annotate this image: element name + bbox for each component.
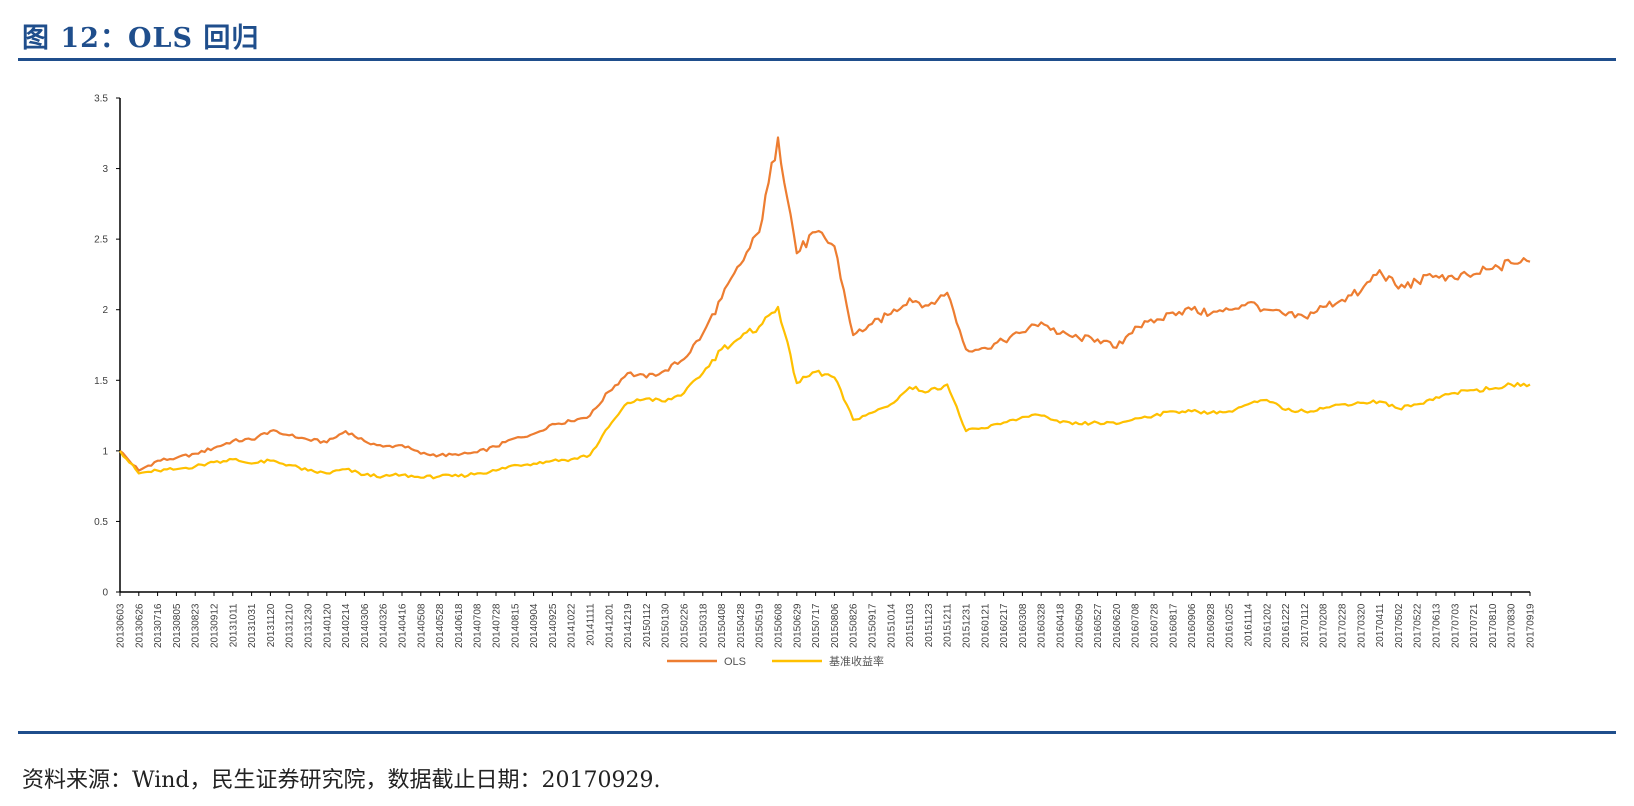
y-tick-label: 0 [102, 588, 108, 599]
series-line-benchmark [119, 305, 1531, 480]
ols-regression-chart: 0 0.5 1 1.5 2 2.5 3 3.5 20130603 20130626 2013071… [94, 94, 1537, 669]
x-tick-label: 20131120 [266, 603, 277, 647]
x-tick-label: 20160728 [1150, 603, 1161, 648]
x-tick-label: 20160121 [980, 603, 991, 648]
x-tick-label: 20160620 [1112, 603, 1123, 648]
x-tick-label: 20160308 [1018, 603, 1029, 648]
x-tick-label: 20160928 [1206, 603, 1217, 648]
x-tick-label: 20150917 [868, 603, 879, 648]
x-tick-label: 20170228 [1338, 603, 1349, 648]
y-tick-label: 2.5 [94, 235, 108, 246]
chart-axes [119, 98, 1530, 593]
x-tick-label: 20170320 [1356, 603, 1367, 648]
x-tick-label: 20140925 [548, 603, 559, 648]
x-tick-label: 20141201 [604, 603, 615, 648]
x-tick-label: 20160708 [1131, 603, 1142, 648]
x-tick-label: 20170208 [1319, 603, 1330, 648]
x-tick-label: 20161114 [1244, 603, 1255, 646]
x-tick-label: 20140618 [454, 603, 465, 648]
x-tick-label: 20170522 [1413, 603, 1424, 648]
x-tick-label: 20160418 [1056, 603, 1067, 648]
x-tick-label: 20150226 [680, 603, 691, 648]
x-tick-label: 20140815 [510, 603, 521, 648]
x-tick-label: 20140120 [322, 603, 333, 648]
x-tick-label: 20161202 [1262, 603, 1273, 648]
x-tick-label: 20130912 [210, 603, 221, 648]
x-tick-label: 20150519 [755, 603, 766, 648]
x-tick-label: 20131011 [228, 603, 239, 647]
y-tick-label: 1.5 [94, 376, 108, 387]
legend-label: OLS [724, 656, 746, 668]
x-tick-label: 20151231 [962, 603, 973, 648]
x-tick-label: 20160509 [1074, 603, 1085, 648]
x-tick-label: 20150826 [849, 603, 860, 648]
y-tick-label: 1 [102, 446, 108, 457]
x-tick-label: 20161222 [1281, 603, 1292, 648]
x-tick-label: 20140306 [360, 603, 371, 648]
x-tick-label: 20150130 [661, 603, 672, 648]
x-tick-label: 20170919 [1526, 603, 1537, 648]
x-tick-label: 20150408 [717, 603, 728, 648]
x-tick-label: 20130823 [191, 603, 202, 648]
x-tick-label: 20130626 [134, 603, 145, 648]
x-tick-label: 20160817 [1168, 603, 1179, 648]
x-tick-label: 20140508 [416, 603, 427, 648]
x-tick-label: 20130805 [172, 603, 183, 648]
x-tick-label: 20150629 [792, 603, 803, 648]
x-tick-label: 20131230 [304, 603, 315, 648]
x-tick-label: 20151014 [886, 603, 897, 648]
y-tick-label: 2 [102, 305, 108, 316]
x-tick-label: 20130716 [153, 603, 164, 648]
x-tick-label: 20160906 [1187, 603, 1198, 648]
x-tick-label: 20130603 [116, 603, 127, 648]
x-tick-label: 20170703 [1450, 603, 1461, 648]
x-tick-label: 20170112 [1300, 603, 1311, 647]
x-tick-label: 20170411 [1375, 603, 1386, 647]
x-tick-label: 20151211 [943, 603, 954, 647]
x-tick-label: 20150608 [774, 603, 785, 648]
x-tick-label: 20141022 [567, 603, 578, 648]
x-tick-label: 20161025 [1225, 603, 1236, 648]
x-tick-label: 20150318 [698, 603, 709, 648]
legend-label: 基准收益率 [829, 654, 884, 668]
x-tick-label: 20170830 [1507, 603, 1518, 648]
x-tick-label: 20140326 [379, 603, 390, 648]
bottom-rule [18, 731, 1616, 734]
x-tick-label: 20140728 [492, 603, 503, 648]
x-tick-label: 20150806 [830, 603, 841, 648]
x-tick-label: 20140214 [341, 603, 352, 648]
y-axis-ticks: 0 0.5 1 1.5 2 2.5 3 3.5 [94, 94, 120, 599]
x-tick-label: 20170810 [1488, 603, 1499, 648]
x-tick-label: 20170613 [1432, 603, 1443, 648]
x-tick-label: 20150717 [811, 603, 822, 648]
source-note: 资料来源：Wind，民生证券研究院，数据截止日期：20170929. [22, 768, 661, 793]
chart-series [119, 136, 1531, 480]
x-axis-ticks: 20130603 20130626 20130716 20130805 20130823… [116, 592, 1537, 648]
x-tick-label: 20151123 [924, 603, 935, 647]
x-tick-label: 20150112 [642, 603, 653, 647]
x-tick-label: 20140904 [529, 603, 540, 648]
x-tick-label: 20160217 [999, 603, 1010, 648]
x-tick-label: 20150428 [736, 603, 747, 648]
x-tick-label: 20131031 [247, 603, 258, 648]
x-tick-label: 20160328 [1037, 603, 1048, 648]
chart-title: 图 12：OLS 回归 [22, 23, 260, 54]
x-tick-label: 20140416 [398, 603, 409, 648]
x-tick-label: 20141219 [623, 603, 634, 648]
series-line-ols [119, 136, 1531, 472]
x-tick-label: 20131210 [285, 603, 296, 648]
top-rule [18, 58, 1616, 61]
y-tick-label: 3.5 [94, 94, 108, 105]
x-tick-label: 20170721 [1469, 603, 1480, 648]
chart-legend: OLS 基准收益率 [667, 654, 884, 668]
y-tick-label: 3 [102, 164, 108, 175]
x-tick-label: 20140528 [435, 603, 446, 648]
x-tick-label: 20170502 [1394, 603, 1405, 648]
x-tick-label: 20160527 [1093, 603, 1104, 648]
x-tick-label: 20140708 [473, 603, 484, 648]
x-tick-label: 20141111 [586, 603, 597, 646]
y-tick-label: 0.5 [94, 517, 108, 528]
x-tick-label: 20151103 [905, 603, 916, 647]
